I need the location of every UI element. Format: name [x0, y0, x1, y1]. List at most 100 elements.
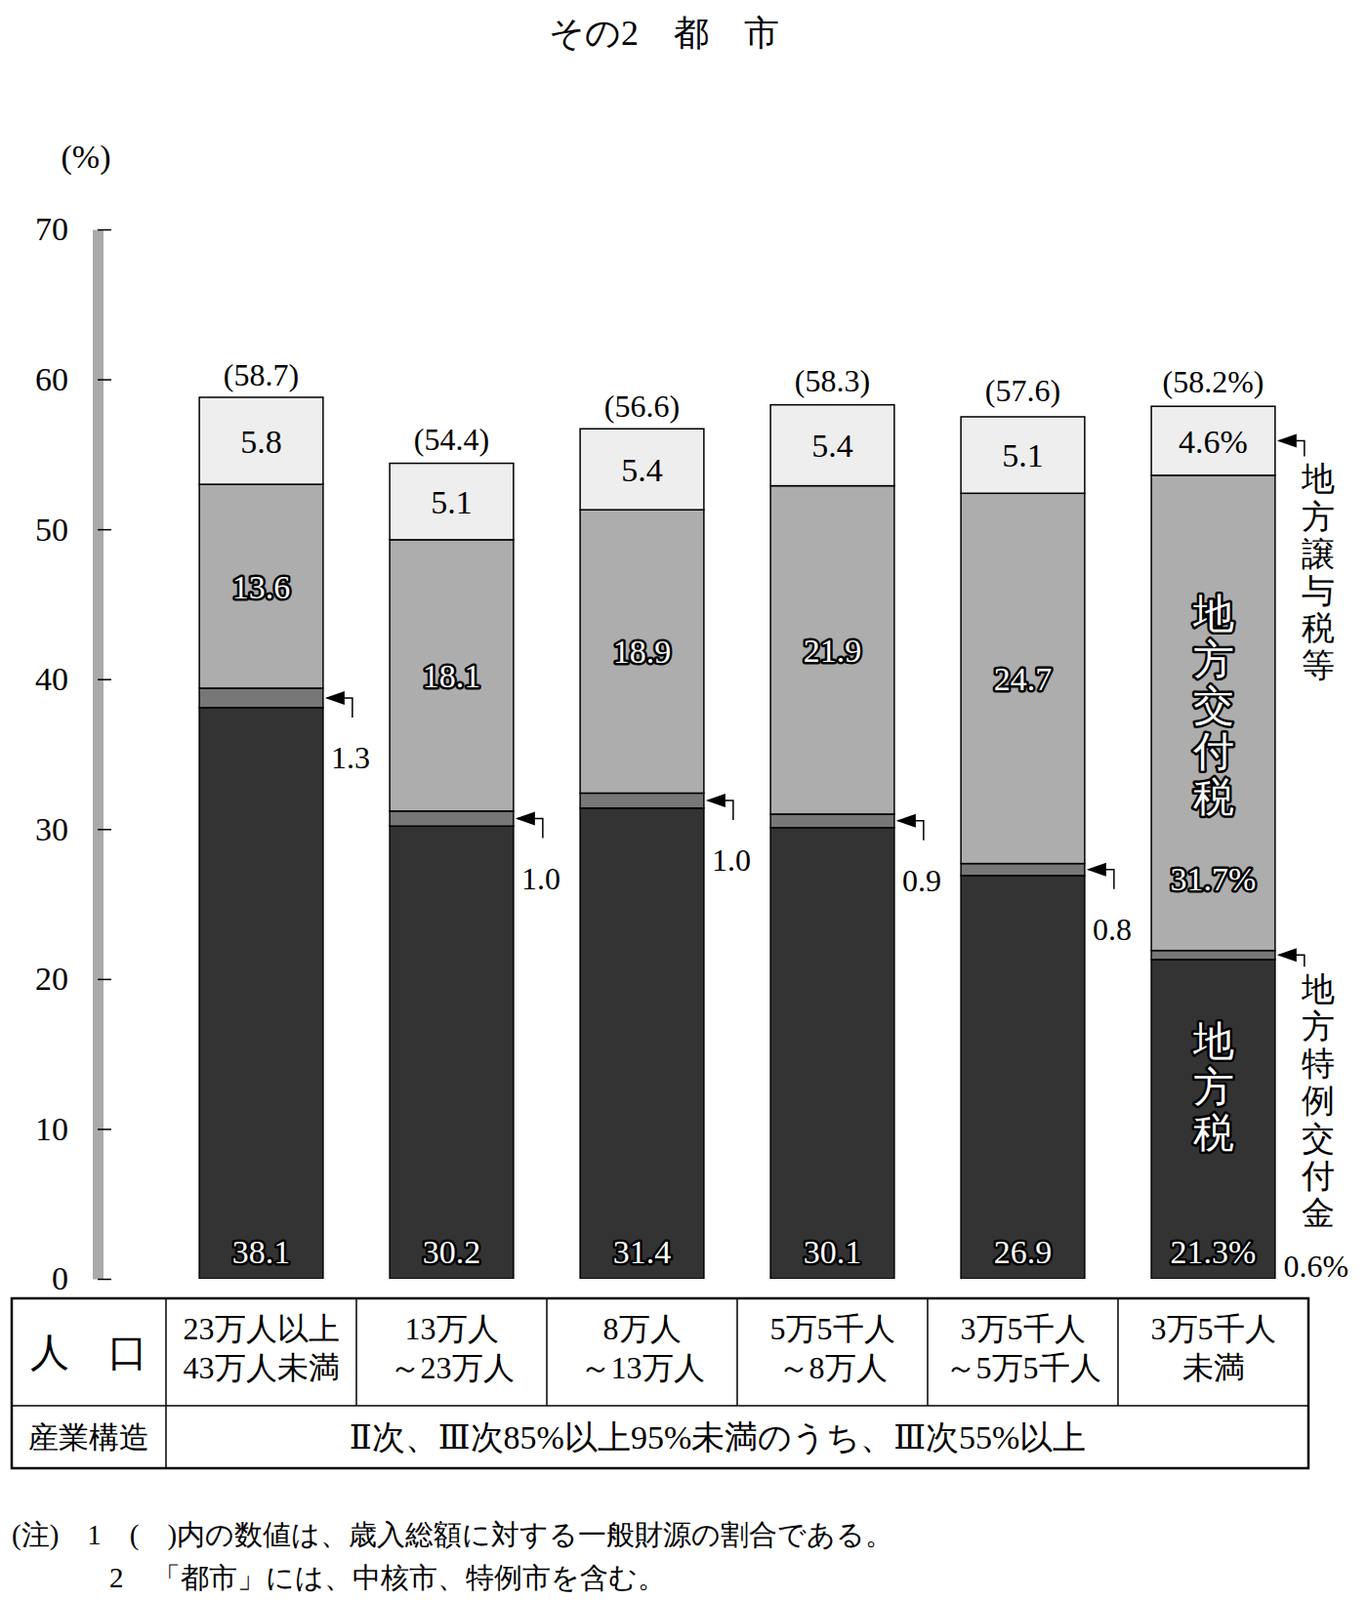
title: その2 都 市 — [548, 13, 780, 53]
data-label: 31.7% — [1170, 861, 1257, 898]
arrow-head — [1086, 863, 1107, 877]
y-tick-mark — [97, 378, 112, 381]
arrow-head — [705, 793, 726, 808]
bar-segment — [579, 808, 705, 1280]
data-label: 4.6% — [1178, 423, 1248, 460]
data-label: 5.4 — [621, 452, 663, 489]
y-tick: 60 — [35, 361, 112, 398]
y-tick: 20 — [35, 960, 112, 997]
table-rule — [926, 1298, 929, 1407]
bar-segment — [770, 405, 895, 487]
data-label: 26.9 — [994, 1234, 1053, 1271]
bar-segment — [199, 707, 324, 1280]
row-label: 産業構造 — [28, 1420, 150, 1455]
data-label: 18.1 — [422, 658, 482, 695]
series-name: 地方税 — [1192, 1019, 1235, 1157]
y-tick-mark — [97, 1279, 112, 1282]
table-rule — [165, 1298, 167, 1469]
data-label: 38.1 — [232, 1234, 291, 1271]
total-label: (57.6) — [985, 372, 1061, 409]
arrow-head — [896, 814, 916, 829]
bar-segment — [770, 486, 895, 815]
x-tick-label: 23万人以上43万人未満 — [183, 1311, 340, 1386]
bar-segment — [389, 826, 514, 1280]
series-name: 地方譲与税等 — [1300, 460, 1335, 683]
data-label: 0.6% — [1284, 1248, 1350, 1285]
y-tick: 40 — [35, 661, 112, 698]
bar-segment — [1151, 406, 1276, 476]
data-label: 1.0 — [711, 842, 751, 878]
bar-segment — [770, 828, 895, 1280]
bar-segment — [1151, 951, 1276, 960]
data-label: 1.3 — [331, 740, 371, 776]
table-border — [11, 1298, 1309, 1469]
data-label: 5.8 — [240, 423, 283, 460]
bar-segment — [579, 509, 705, 793]
bar-segment — [1151, 475, 1276, 952]
data-label: 21.3% — [1170, 1234, 1257, 1271]
bar-segment — [199, 484, 324, 689]
x-tick-label: 5万5千人～8万人 — [770, 1311, 896, 1386]
y-tick-label: 30 — [35, 811, 69, 848]
y-tick: 0 — [51, 1260, 112, 1297]
data-label: 18.9 — [613, 633, 672, 670]
series-name: 地方特例交付金 — [1300, 971, 1335, 1231]
data-label: 31.4 — [613, 1234, 672, 1271]
y-tick: 10 — [35, 1111, 112, 1148]
table: 人 口産業構造23万人以上43万人未満13万人～23万人8万人～13万人5万5千… — [11, 1298, 1309, 1469]
data-label: 13.6 — [232, 569, 291, 606]
y-tick-label: 10 — [35, 1111, 69, 1148]
y-axis-label: (%) — [61, 138, 112, 176]
y-tick-label: 50 — [35, 511, 69, 548]
y-tick-label: 20 — [35, 960, 69, 997]
bar-segment — [960, 416, 1085, 494]
table-rule — [545, 1298, 548, 1407]
y-axis: 0 10 20 30 40 50 60 70 — [35, 210, 112, 1297]
x-tick-label: 3万5千人～5万5千人 — [945, 1311, 1102, 1386]
total-label: (54.4) — [414, 421, 490, 457]
note: 2 「都市」には、中核市、特例市を含む。 — [109, 1562, 666, 1594]
table-rule — [1117, 1298, 1119, 1407]
industry-text: Ⅱ次、Ⅲ次85%以上95%未満のうち、Ⅲ次55%以上 — [349, 1419, 1087, 1456]
arrow-head — [1277, 948, 1297, 962]
bar-segment — [389, 539, 514, 812]
bars — [199, 397, 1276, 1280]
data-label: 1.0 — [521, 861, 561, 897]
y-tick: 50 — [35, 511, 112, 548]
y-tick-mark — [97, 229, 112, 232]
x-tick-label: 8万人～13万人 — [579, 1311, 705, 1386]
y-tick-label: 60 — [35, 361, 69, 398]
data-label: 5.1 — [1001, 437, 1044, 474]
data-label: 21.9 — [803, 632, 863, 669]
bar-segment — [770, 814, 895, 829]
bar-segment — [389, 463, 514, 540]
bar-segment — [199, 397, 324, 485]
bar-segment — [579, 428, 705, 510]
data-label: 0.9 — [902, 863, 942, 899]
data-label: 0.8 — [1092, 911, 1132, 948]
series-name: 地方交付税 — [1192, 591, 1235, 821]
bar-segment — [1151, 959, 1276, 1280]
note: (注) 1 ( )内の数値は、歳入総額に対する一般財源の割合である。 — [11, 1519, 894, 1552]
bar-segment — [389, 811, 514, 827]
table-rule — [355, 1298, 358, 1407]
y-tick-mark — [97, 828, 112, 831]
arrow-head — [1277, 434, 1297, 449]
total-label: (58.2%) — [1162, 364, 1265, 400]
y-tick-label: 40 — [35, 661, 69, 698]
y-tick-label: 70 — [35, 210, 69, 248]
bar-segment — [960, 493, 1085, 864]
y-tick: 70 — [35, 210, 112, 248]
y-tick-mark — [97, 979, 112, 982]
row-label: 人 口 — [30, 1330, 148, 1375]
bar-segment — [960, 864, 1085, 876]
y-tick-mark — [97, 678, 112, 681]
y-tick-mark — [97, 1128, 112, 1131]
y-tick-label: 0 — [51, 1260, 69, 1297]
y-tick-mark — [97, 529, 112, 532]
total-label: (58.3) — [794, 363, 870, 399]
total-label: (58.7) — [223, 357, 299, 393]
bar-segment — [579, 792, 705, 808]
table-rule — [11, 1405, 1309, 1408]
arrow-head — [325, 691, 345, 705]
